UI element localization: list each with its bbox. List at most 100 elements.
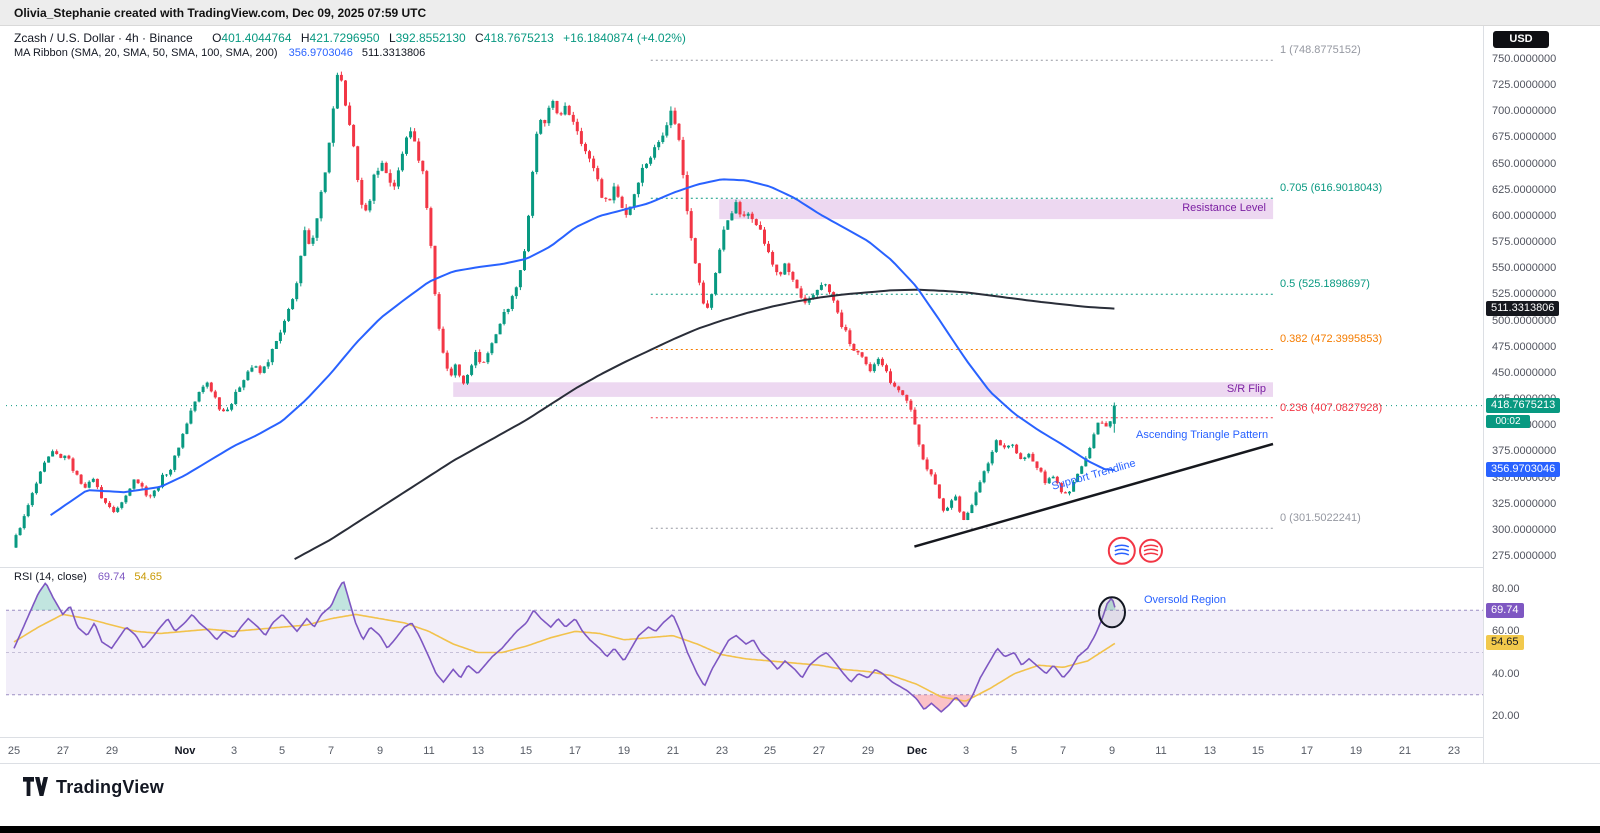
rsi-label: RSI (14, close) xyxy=(14,571,87,583)
rsi-overbought-fill xyxy=(30,581,1116,611)
time-tick-label: 15 xyxy=(519,745,533,757)
zone-band-label[interactable]: Resistance Level xyxy=(1182,202,1266,214)
price-tick-label: 525.0000000 xyxy=(1492,288,1557,300)
price-tick-label: 575.0000000 xyxy=(1492,236,1557,248)
high-label: H xyxy=(300,31,310,45)
annotation-label[interactable]: Ascending Triangle Pattern xyxy=(1136,429,1269,441)
high-value: 421.7296950 xyxy=(309,31,380,45)
price-tick-label: 750.0000000 xyxy=(1492,53,1557,65)
zone-band[interactable] xyxy=(453,382,1273,397)
pane-divider[interactable] xyxy=(0,567,1600,568)
rsi-tick-label: 60.00 xyxy=(1492,625,1520,637)
time-tick-label: 29 xyxy=(105,745,119,757)
sma-blue-line[interactable] xyxy=(50,178,1115,517)
sma-200-line[interactable] xyxy=(294,288,1115,560)
price-tick-label: 550.0000000 xyxy=(1492,262,1557,274)
time-tick-label: 25 xyxy=(7,745,21,757)
footer-brand[interactable]: TradingView xyxy=(22,776,164,798)
rsi-pane[interactable] xyxy=(6,581,1483,713)
attribution-bar: Olivia_Stephanie created with TradingVie… xyxy=(0,0,1600,26)
bar-countdown-badge: 00:02 xyxy=(1486,415,1530,428)
time-tick-label: 21 xyxy=(666,745,680,757)
close-label: C xyxy=(475,31,484,45)
time-tick-label: 21 xyxy=(1398,745,1412,757)
rsi-oversold-fill xyxy=(911,694,973,712)
price-tick-label: 600.0000000 xyxy=(1492,210,1557,222)
price-pane[interactable] xyxy=(6,59,1483,565)
candles[interactable] xyxy=(14,71,1116,548)
rsi-value: 69.74 xyxy=(97,571,126,583)
time-tick-label: 13 xyxy=(1203,745,1217,757)
sma200-price-badge: 511.3313806 xyxy=(1486,301,1560,316)
close-value: 418.7675213 xyxy=(483,31,554,45)
sma-blue-price-badge: 356.9703046 xyxy=(1486,462,1561,477)
time-tick-label: 7 xyxy=(1059,745,1067,757)
time-tick-label: 5 xyxy=(1010,745,1018,757)
time-tick-label: 23 xyxy=(715,745,729,757)
fib-level-label[interactable]: 0 (301.5022241) xyxy=(1280,512,1361,524)
zone-band-label[interactable]: S/R Flip xyxy=(1226,383,1266,395)
rsi-ma-value: 54.65 xyxy=(134,571,162,583)
rsi-legend[interactable]: RSI (14, close) 69.74 54.65 xyxy=(14,571,162,583)
price-tick-label: 650.0000000 xyxy=(1492,158,1557,170)
symbol-legend[interactable]: Zcash / U.S. Dollar · 4h · Binance O401.… xyxy=(14,31,686,45)
circle-sticker-icon[interactable] xyxy=(1107,536,1136,565)
time-tick-label: 25 xyxy=(763,745,777,757)
time-tick-label: 3 xyxy=(230,745,238,757)
time-tick-label: 27 xyxy=(56,745,70,757)
rsi-ma-line[interactable] xyxy=(13,613,1116,702)
time-tick-label: 11 xyxy=(423,745,435,757)
time-axis-divider xyxy=(0,737,1600,738)
time-axis[interactable]: 25 27 29 Nov 3 5 7 9 11 13 15 17 19 21 23 25 27 29 Dec 3 5 7 9… xyxy=(0,738,1483,763)
fib-level-label[interactable]: 0.382 (472.3995853) xyxy=(1280,333,1383,345)
time-tick-label: 27 xyxy=(812,745,826,757)
fib-level-label[interactable]: 0.236 (407.0827928) xyxy=(1280,402,1383,414)
time-tick-label: 13 xyxy=(471,745,485,757)
highlight-circle[interactable] xyxy=(1098,596,1126,629)
attribution-text: Olivia_Stephanie created with TradingVie… xyxy=(14,5,427,20)
price-tick-label: 500.0000000 xyxy=(1492,315,1557,327)
time-tick-label: 19 xyxy=(617,745,631,757)
time-tick-label: 5 xyxy=(278,745,286,757)
ma-ribbon-value-blue: 356.9703046 xyxy=(288,47,353,59)
currency-toggle-button[interactable]: USD xyxy=(1493,31,1549,48)
price-tick-label: 675.0000000 xyxy=(1492,131,1557,143)
low-label: L xyxy=(388,31,396,45)
fib-level-label[interactable]: 0.705 (616.9018043) xyxy=(1280,182,1383,194)
price-tick-label: 325.0000000 xyxy=(1492,498,1557,510)
time-tick-label: 29 xyxy=(861,745,875,757)
ma-ribbon-value-black: 511.3313806 xyxy=(361,47,426,59)
time-tick-label: 19 xyxy=(1349,745,1363,757)
tradingview-logo-icon xyxy=(23,777,48,796)
price-tick-label: 725.0000000 xyxy=(1492,79,1557,91)
rsi-tick-label: 40.00 xyxy=(1492,668,1520,680)
rsi-tick-label: 20.00 xyxy=(1492,710,1520,722)
circle-sticker-icon[interactable] xyxy=(1139,538,1163,563)
fib-level-label[interactable]: 1 (748.8775152) xyxy=(1280,44,1361,56)
open-label: O xyxy=(212,31,222,45)
rsi-line[interactable] xyxy=(13,581,1116,713)
price-tick-label: 300.0000000 xyxy=(1492,524,1557,536)
ma-ribbon-legend[interactable]: MA Ribbon (SMA, 20, SMA, 50, SMA, 100, S… xyxy=(14,47,425,59)
annotation-label[interactable]: Oversold Region xyxy=(1144,594,1226,606)
support-trendline[interactable] xyxy=(914,442,1274,548)
time-tick-label: 9 xyxy=(1108,745,1116,757)
zone-band[interactable] xyxy=(719,199,1274,220)
price-tick-label: 475.0000000 xyxy=(1492,341,1557,353)
time-tick-label: 7 xyxy=(327,745,335,757)
fib-level-label[interactable]: 0.5 (525.1898697) xyxy=(1280,278,1370,290)
price-tick-label: 625.0000000 xyxy=(1492,184,1557,196)
bottom-bar xyxy=(0,826,1600,833)
price-tick-label: 700.0000000 xyxy=(1492,105,1557,117)
price-tick-label: 450.0000000 xyxy=(1492,367,1557,379)
time-tick-label: 17 xyxy=(1300,745,1314,757)
change-value: +16.1840874 (+4.02%) xyxy=(563,31,686,45)
price-axis[interactable]: USD 511.3313806 418.7675213 00:02 356.97… xyxy=(1483,26,1600,763)
ma-ribbon-label: MA Ribbon (SMA, 20, SMA, 50, SMA, 100, S… xyxy=(14,47,278,59)
time-tick-label: 9 xyxy=(376,745,384,757)
last-price-badge: 418.7675213 xyxy=(1486,398,1561,413)
price-tick-label: 275.0000000 xyxy=(1492,550,1557,562)
time-tick-label: Dec xyxy=(906,745,928,757)
open-value: 401.4044764 xyxy=(221,31,292,45)
